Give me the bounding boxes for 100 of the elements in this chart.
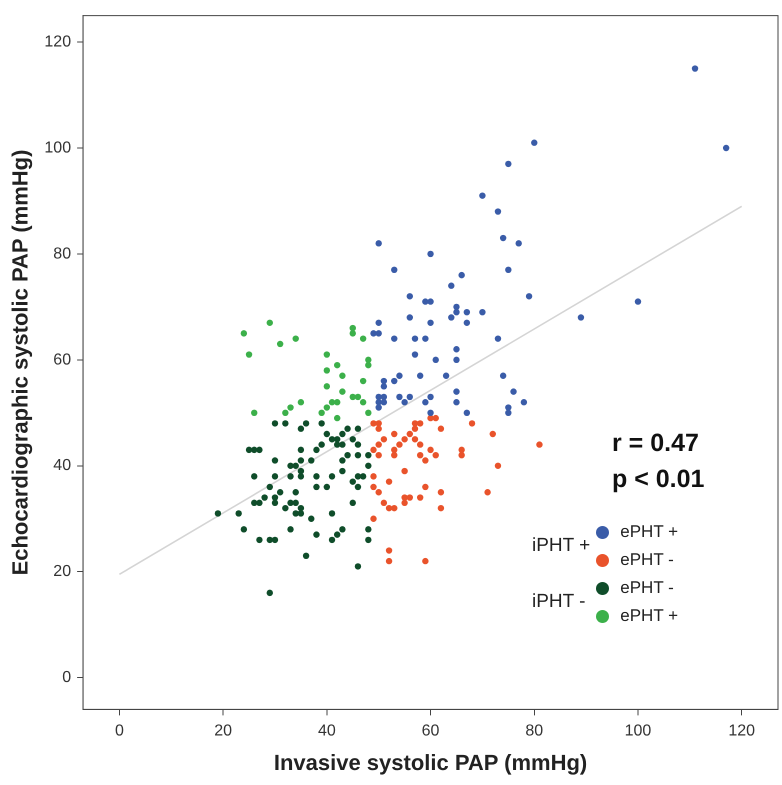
y-tick-label: 40: [53, 457, 72, 474]
legend-label: ePHT +: [620, 606, 678, 626]
point: [432, 452, 439, 458]
point: [416, 441, 424, 448]
point: [298, 399, 304, 406]
point: [432, 414, 439, 422]
legend-label: ePHT +: [620, 522, 678, 542]
point: [386, 478, 392, 485]
point: [396, 441, 403, 448]
point: [350, 394, 356, 400]
point: [412, 426, 418, 432]
point: [365, 356, 372, 364]
point: [536, 441, 543, 448]
point: [438, 489, 444, 496]
x-tick-label: 120: [728, 722, 756, 740]
point: [375, 452, 382, 458]
point: [339, 372, 346, 379]
point: [375, 489, 382, 496]
point: [350, 324, 356, 332]
point: [365, 362, 372, 368]
point: [391, 504, 398, 512]
point: [401, 436, 408, 442]
point: [246, 351, 252, 358]
x-tick-label: 100: [624, 722, 652, 740]
point: [386, 547, 392, 554]
point: [240, 330, 248, 337]
legend-label: ePHT -: [620, 550, 675, 570]
point: [391, 430, 398, 438]
point: [334, 414, 340, 422]
y-tick-label: 80: [53, 245, 72, 262]
point: [401, 468, 408, 474]
point: [370, 516, 377, 522]
point: [375, 426, 382, 432]
annotation: iPHT -: [532, 591, 586, 613]
point: [494, 462, 502, 469]
point: [276, 340, 284, 348]
point: [406, 494, 414, 501]
x-tick-label: 40: [318, 722, 336, 740]
point: [287, 404, 294, 411]
point: [365, 410, 372, 416]
point: [468, 420, 476, 427]
point: [370, 473, 377, 480]
point: [406, 430, 414, 438]
point: [292, 335, 299, 342]
point: [412, 436, 418, 442]
point: [360, 335, 366, 342]
point: [334, 362, 340, 368]
point: [416, 420, 424, 427]
x-tick-label: 20: [214, 722, 232, 740]
point: [490, 430, 496, 438]
point: [422, 558, 429, 564]
point: [380, 500, 388, 506]
point: [438, 504, 444, 512]
point: [360, 378, 366, 384]
y-axis-title: Echocardiographic systolic PAP (mmHg): [7, 150, 32, 576]
y-tick-label: 0: [62, 669, 72, 686]
x-tick-label: 60: [422, 722, 440, 740]
point: [339, 388, 346, 395]
x-tick-label: 0: [114, 722, 124, 740]
point: [427, 446, 434, 454]
point: [391, 452, 398, 458]
legend-label: ePHT -: [620, 578, 675, 598]
point: [391, 446, 398, 454]
point: [375, 420, 382, 427]
point: [438, 426, 444, 432]
y-tick-label: 120: [44, 33, 72, 50]
point: [422, 457, 429, 464]
y-tick-label: 60: [53, 351, 72, 368]
point: [282, 410, 289, 416]
point: [318, 410, 325, 416]
point: [324, 404, 330, 411]
point: [458, 446, 465, 454]
point: [324, 351, 330, 358]
point: [484, 489, 491, 496]
y-tick-label: 100: [44, 139, 72, 156]
point: [266, 320, 273, 326]
point: [350, 330, 356, 337]
point: [370, 484, 377, 490]
annotation: iPHT +: [532, 535, 590, 557]
point: [328, 399, 336, 406]
point: [251, 410, 258, 416]
point: [422, 484, 429, 490]
point: [386, 558, 392, 564]
point: [354, 394, 362, 400]
point: [401, 500, 408, 506]
y-tick-label: 20: [53, 563, 72, 580]
x-axis-title: Invasive systolic PAP (mmHg): [274, 750, 588, 775]
point: [370, 446, 377, 454]
point: [416, 452, 424, 458]
point: [360, 399, 366, 406]
point: [458, 452, 465, 458]
x-tick-label: 80: [525, 722, 544, 740]
point: [416, 494, 424, 501]
point: [334, 399, 340, 406]
annotation: r = 0.47: [612, 428, 700, 459]
point: [324, 383, 330, 390]
point: [380, 436, 388, 442]
annotation: p < 0.01: [612, 464, 704, 495]
point: [375, 441, 382, 448]
point: [324, 367, 330, 374]
